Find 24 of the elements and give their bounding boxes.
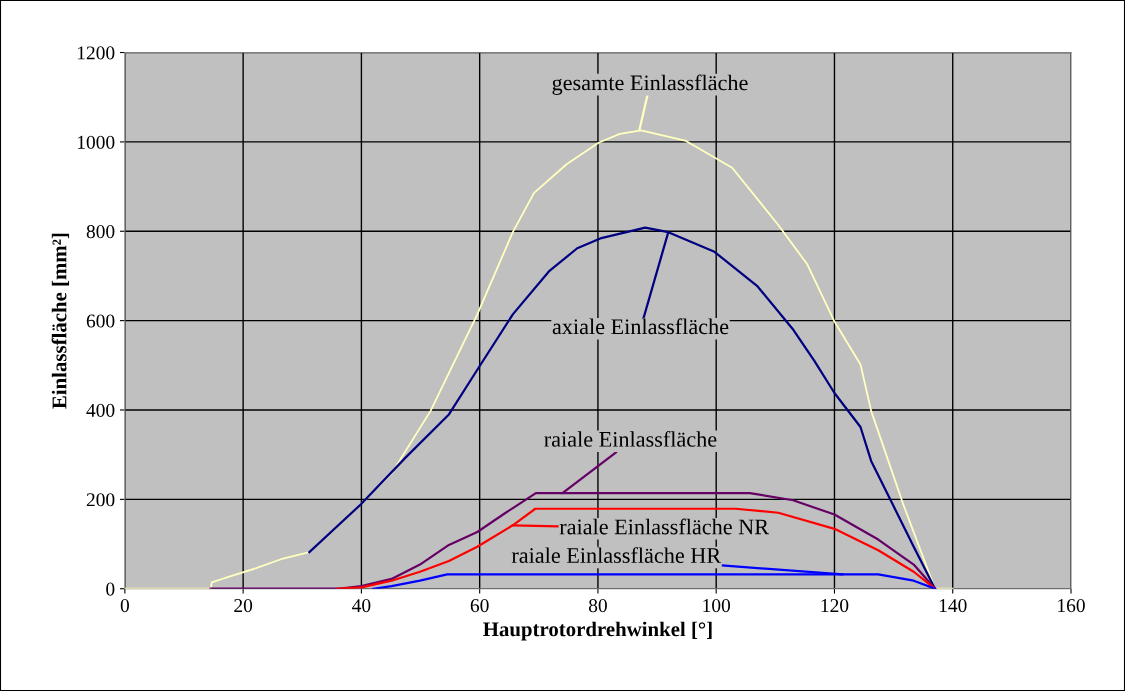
y-tick-label: 600 [86, 314, 115, 328]
y-tick-label: 400 [86, 403, 115, 417]
annotation: axiale Einlassfläche [552, 318, 729, 335]
y-tick-label: 1200 [77, 46, 115, 60]
x-tick-label: 60 [470, 599, 489, 613]
x-tick-label: 160 [1058, 599, 1085, 613]
y-tick-label: 800 [86, 225, 115, 239]
annotation: raiale Einlassfläche [544, 430, 717, 447]
x-tick-label: 0 [120, 599, 129, 613]
line-series [308, 226, 937, 589]
y-tick-label: 0 [106, 582, 115, 596]
x-axis-title: Hauptrotordrehwinkel [°] [483, 621, 712, 641]
y-axis-title: Einlassfläche [mm²] [51, 233, 70, 409]
x-tick-label: 20 [234, 599, 253, 613]
x-tick-label: 100 [703, 599, 731, 613]
y-tick-label: 200 [86, 493, 115, 507]
annotation: raiale Einlassfläche NR [559, 518, 770, 535]
y-tick-label: 1000 [77, 135, 115, 149]
x-tick-label: 120 [821, 599, 849, 613]
x-tick-label: 80 [588, 599, 607, 613]
annotation: raiale Einlassfläche HR [511, 547, 722, 564]
annotation: gesamte Einlassfläche [552, 74, 748, 95]
x-tick-label: 40 [352, 599, 371, 613]
x-tick-label: 140 [939, 599, 967, 613]
